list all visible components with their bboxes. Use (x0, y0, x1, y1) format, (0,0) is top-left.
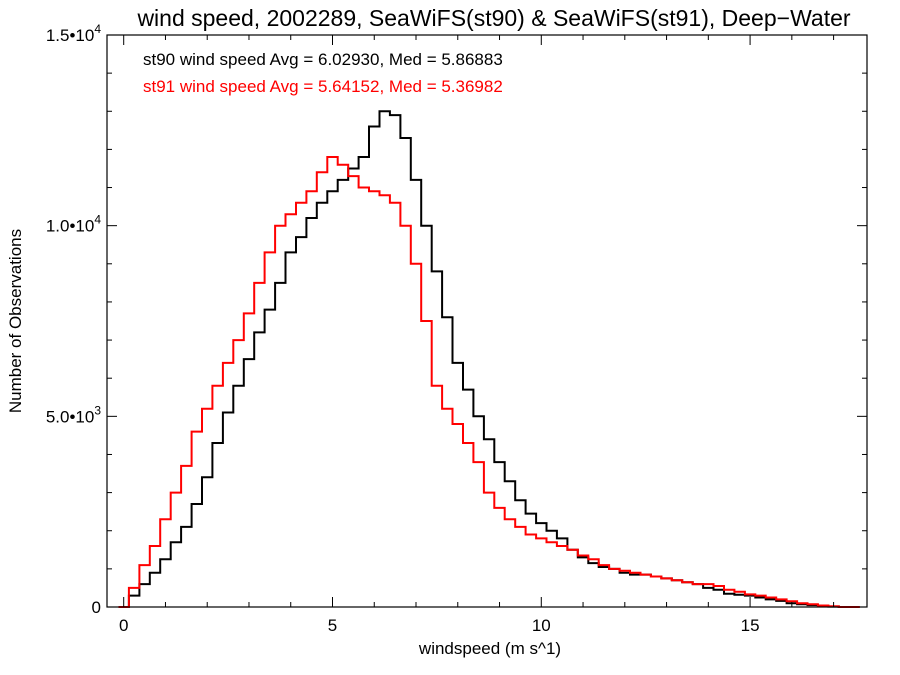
series-layer (118, 110, 860, 608)
x-axis-label: windspeed (m s^1) (418, 639, 561, 658)
x-axis: 0 5 10 15 (119, 35, 835, 635)
x-tick-label: 15 (741, 616, 760, 635)
y-tick-label: 1.5•104 (46, 22, 102, 45)
y-tick-label: 0 (92, 598, 101, 617)
annotation-st91: st91 wind speed Avg = 5.64152, Med = 5.3… (143, 77, 503, 96)
plot-frame (106, 34, 868, 608)
y-axis: 0 5.0•103 1.0•104 1.5•104 (46, 22, 867, 617)
series-line-st91 (118, 156, 860, 608)
x-tick-label: 0 (119, 616, 128, 635)
y-tick-label: 1.0•104 (46, 213, 102, 236)
series-line-st90 (118, 110, 860, 608)
annotation-st90: st90 wind speed Avg = 6.02930, Med = 5.8… (143, 50, 503, 69)
chart-title: wind speed, 2002289, SeaWiFS(st90) & Sea… (136, 5, 850, 31)
y-tick-label: 5.0•103 (46, 403, 102, 426)
x-tick-label: 5 (328, 616, 337, 635)
y-axis-label: Number of Observations (6, 229, 25, 413)
x-tick-label: 10 (532, 616, 551, 635)
